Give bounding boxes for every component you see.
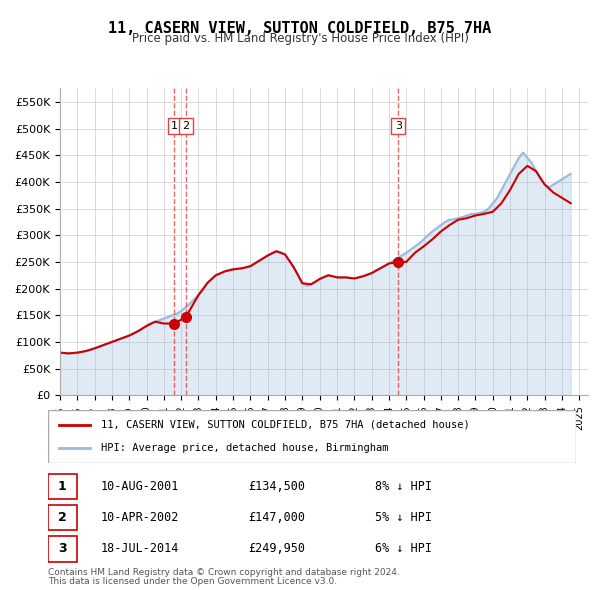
Text: 11, CASERN VIEW, SUTTON COLDFIELD, B75 7HA: 11, CASERN VIEW, SUTTON COLDFIELD, B75 7… [109, 21, 491, 35]
Text: 5% ↓ HPI: 5% ↓ HPI [376, 511, 433, 525]
Text: £249,950: £249,950 [248, 542, 305, 555]
FancyBboxPatch shape [48, 505, 77, 530]
Text: 10-APR-2002: 10-APR-2002 [101, 511, 179, 525]
Text: 11, CASERN VIEW, SUTTON COLDFIELD, B75 7HA (detached house): 11, CASERN VIEW, SUTTON COLDFIELD, B75 7… [101, 420, 470, 430]
Text: 10-AUG-2001: 10-AUG-2001 [101, 480, 179, 493]
Text: £147,000: £147,000 [248, 511, 305, 525]
Text: 3: 3 [395, 121, 402, 131]
Text: 8% ↓ HPI: 8% ↓ HPI [376, 480, 433, 493]
Text: HPI: Average price, detached house, Birmingham: HPI: Average price, detached house, Birm… [101, 443, 388, 453]
Text: This data is licensed under the Open Government Licence v3.0.: This data is licensed under the Open Gov… [48, 577, 337, 586]
Text: 1: 1 [58, 480, 67, 493]
Text: 3: 3 [58, 542, 67, 555]
Text: Price paid vs. HM Land Registry's House Price Index (HPI): Price paid vs. HM Land Registry's House … [131, 32, 469, 45]
Text: 6% ↓ HPI: 6% ↓ HPI [376, 542, 433, 555]
FancyBboxPatch shape [48, 410, 576, 463]
Text: 18-JUL-2014: 18-JUL-2014 [101, 542, 179, 555]
FancyBboxPatch shape [48, 536, 77, 562]
Text: 2: 2 [58, 511, 67, 525]
Text: Contains HM Land Registry data © Crown copyright and database right 2024.: Contains HM Land Registry data © Crown c… [48, 568, 400, 577]
Text: £134,500: £134,500 [248, 480, 305, 493]
Text: 2: 2 [182, 121, 190, 131]
Text: 1: 1 [171, 121, 178, 131]
FancyBboxPatch shape [48, 474, 77, 499]
